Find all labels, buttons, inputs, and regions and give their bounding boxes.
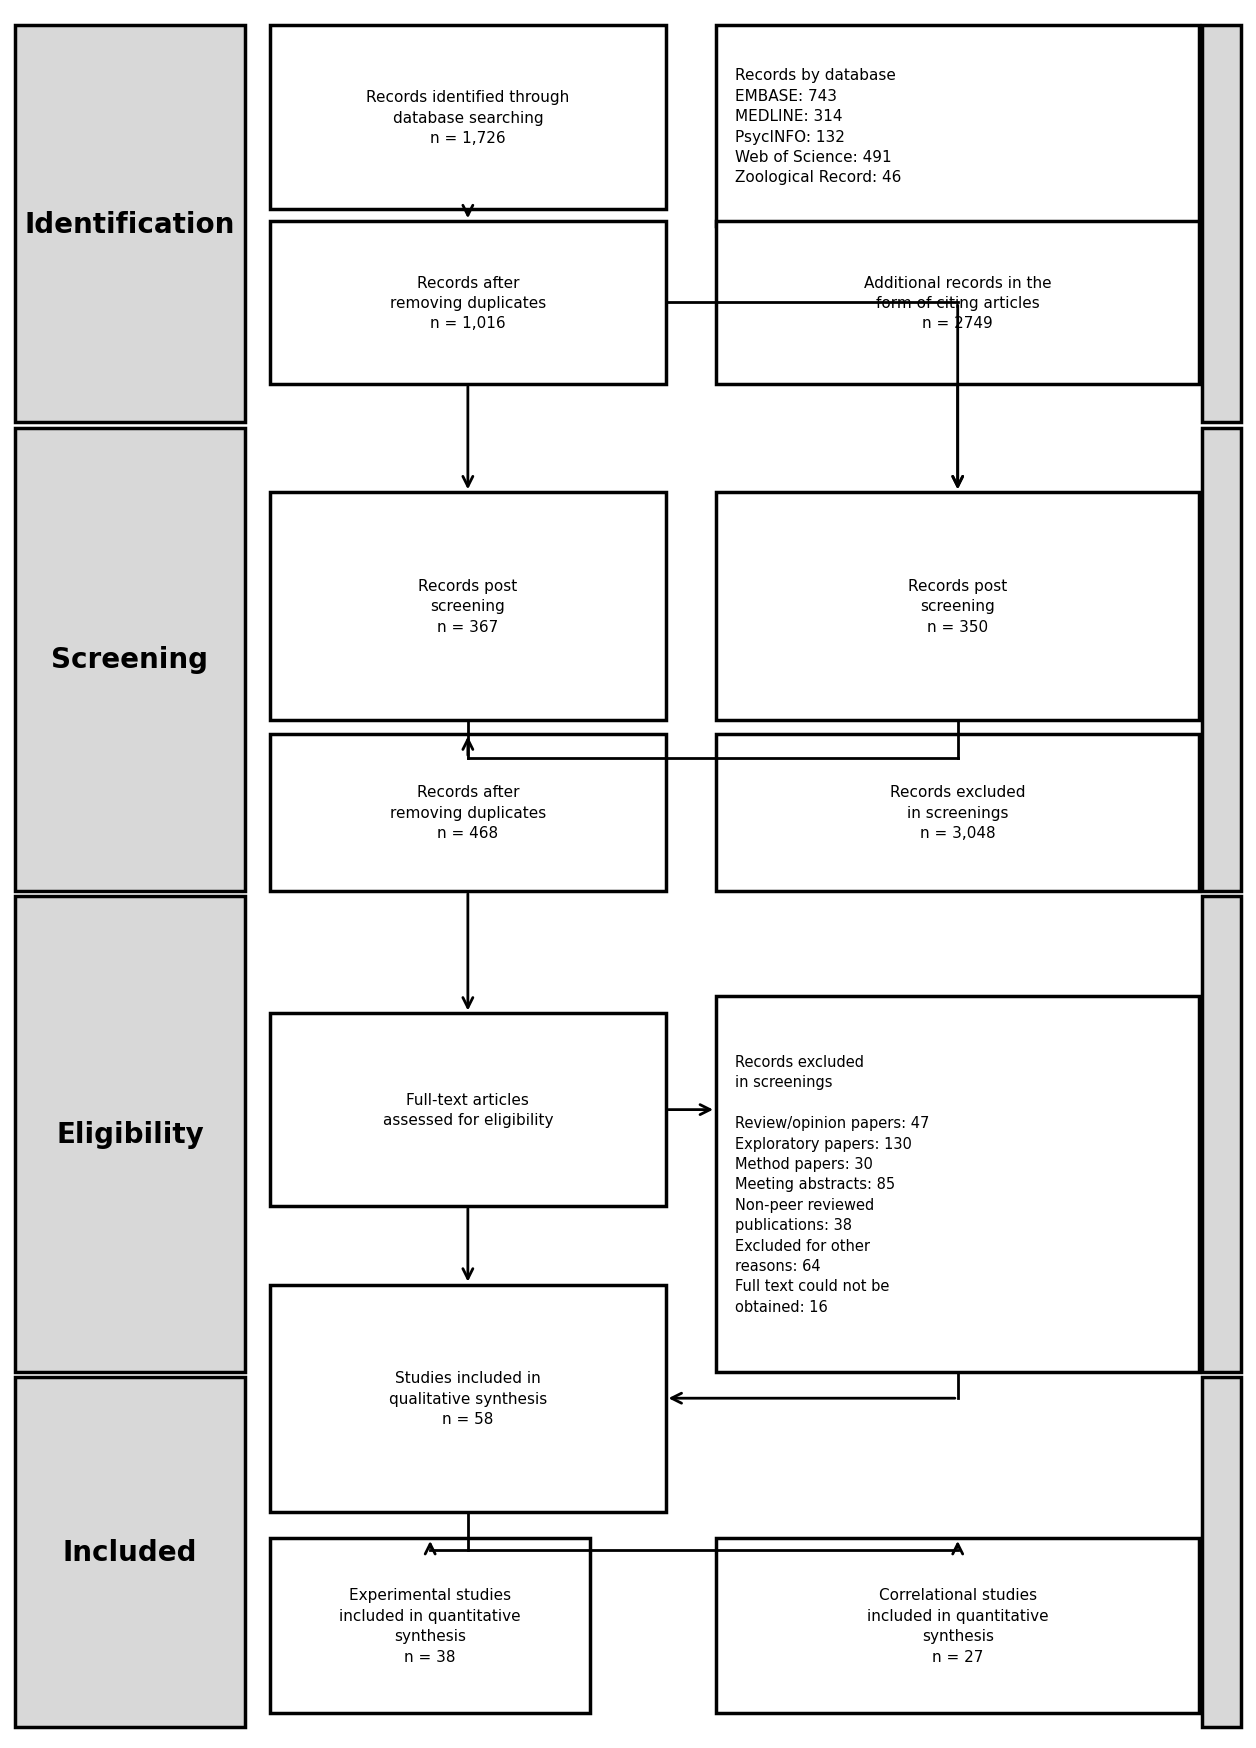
FancyBboxPatch shape	[15, 26, 245, 423]
Text: Experimental studies
included in quantitative
synthesis
n = 38: Experimental studies included in quantit…	[339, 1587, 521, 1664]
FancyBboxPatch shape	[270, 1285, 666, 1512]
FancyBboxPatch shape	[15, 1377, 245, 1727]
FancyBboxPatch shape	[1202, 428, 1241, 891]
Text: Studies included in
qualitative synthesis
n = 58: Studies included in qualitative synthesi…	[389, 1370, 546, 1426]
Text: Correlational studies
included in quantitative
synthesis
n = 27: Correlational studies included in quanti…	[867, 1587, 1049, 1664]
FancyBboxPatch shape	[270, 1014, 666, 1206]
FancyBboxPatch shape	[270, 493, 666, 720]
FancyBboxPatch shape	[716, 222, 1199, 385]
FancyBboxPatch shape	[716, 493, 1199, 720]
FancyBboxPatch shape	[270, 1538, 590, 1713]
Text: Records excluded
in screenings

Review/opinion papers: 47
Exploratory papers: 13: Records excluded in screenings Review/op…	[735, 1054, 929, 1314]
FancyBboxPatch shape	[716, 996, 1199, 1372]
Text: Eligibility: Eligibility	[57, 1120, 203, 1148]
Text: Records excluded
in screenings
n = 3,048: Records excluded in screenings n = 3,048	[891, 785, 1025, 841]
Text: Additional records in the
form of citing articles
n = 2749: Additional records in the form of citing…	[864, 276, 1051, 330]
Text: Full-text articles
assessed for eligibility: Full-text articles assessed for eligibil…	[383, 1092, 553, 1127]
Text: Included: Included	[63, 1538, 197, 1566]
Text: Records identified through
database searching
n = 1,726: Records identified through database sear…	[367, 91, 569, 145]
Text: Records after
removing duplicates
n = 468: Records after removing duplicates n = 46…	[389, 785, 546, 841]
FancyBboxPatch shape	[716, 26, 1199, 227]
Text: Identification: Identification	[25, 210, 235, 239]
Text: Records post
screening
n = 367: Records post screening n = 367	[418, 579, 517, 635]
FancyBboxPatch shape	[1202, 1377, 1241, 1727]
Text: Records post
screening
n = 350: Records post screening n = 350	[908, 579, 1007, 635]
FancyBboxPatch shape	[15, 428, 245, 891]
FancyBboxPatch shape	[270, 222, 666, 385]
Text: Records after
removing duplicates
n = 1,016: Records after removing duplicates n = 1,…	[389, 276, 546, 330]
FancyBboxPatch shape	[716, 1538, 1199, 1713]
FancyBboxPatch shape	[1202, 897, 1241, 1372]
FancyBboxPatch shape	[270, 734, 666, 891]
FancyBboxPatch shape	[15, 897, 245, 1372]
FancyBboxPatch shape	[270, 26, 666, 210]
FancyBboxPatch shape	[716, 734, 1199, 891]
Text: Screening: Screening	[51, 645, 208, 675]
FancyBboxPatch shape	[1202, 26, 1241, 423]
Text: Records by database
EMBASE: 743
MEDLINE: 314
PsycINFO: 132
Web of Science: 491
Z: Records by database EMBASE: 743 MEDLINE:…	[735, 68, 901, 185]
